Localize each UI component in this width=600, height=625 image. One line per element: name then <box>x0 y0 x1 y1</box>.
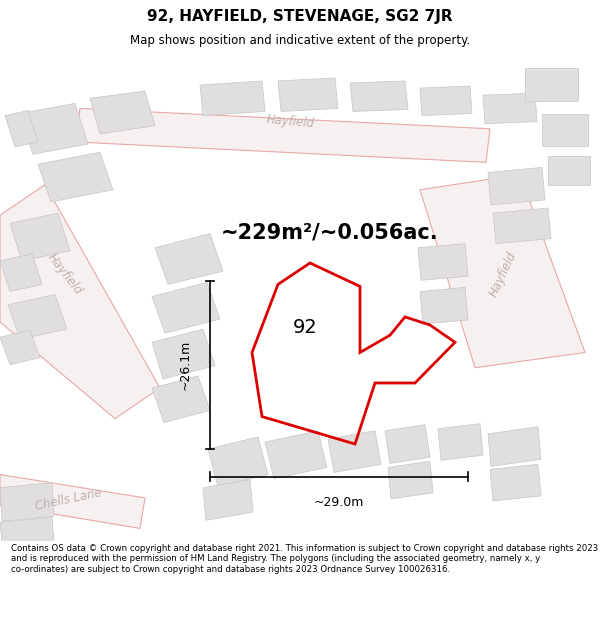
Polygon shape <box>208 437 268 487</box>
Text: Chells Lane: Chells Lane <box>34 486 103 513</box>
Polygon shape <box>548 156 590 185</box>
Polygon shape <box>0 330 40 365</box>
Polygon shape <box>0 482 54 521</box>
Text: Hayfield: Hayfield <box>45 251 85 298</box>
Polygon shape <box>490 464 541 501</box>
Text: Map shows position and indicative extent of the property.: Map shows position and indicative extent… <box>130 34 470 48</box>
Text: 92, HAYFIELD, STEVENAGE, SG2 7JR: 92, HAYFIELD, STEVENAGE, SG2 7JR <box>147 9 453 24</box>
Polygon shape <box>200 81 265 116</box>
Polygon shape <box>38 152 113 202</box>
Polygon shape <box>76 108 490 162</box>
Polygon shape <box>350 81 408 111</box>
Polygon shape <box>0 474 145 528</box>
Polygon shape <box>90 91 155 134</box>
Polygon shape <box>483 93 537 124</box>
Polygon shape <box>265 431 327 479</box>
Polygon shape <box>385 425 430 463</box>
Text: ~26.1m: ~26.1m <box>179 339 191 390</box>
Polygon shape <box>493 208 551 244</box>
Polygon shape <box>152 376 210 423</box>
Polygon shape <box>20 103 88 154</box>
Text: Hayfield: Hayfield <box>265 113 315 130</box>
Polygon shape <box>10 213 70 261</box>
Polygon shape <box>0 185 160 419</box>
Polygon shape <box>5 111 38 147</box>
Text: Contains OS data © Crown copyright and database right 2021. This information is : Contains OS data © Crown copyright and d… <box>11 544 598 574</box>
Text: Hayfield: Hayfield <box>487 249 519 299</box>
Polygon shape <box>155 234 223 284</box>
Polygon shape <box>420 86 472 116</box>
Polygon shape <box>0 254 42 291</box>
Polygon shape <box>488 427 541 466</box>
Text: ~29.0m: ~29.0m <box>314 496 364 509</box>
Polygon shape <box>328 431 381 472</box>
Polygon shape <box>488 168 545 205</box>
Polygon shape <box>418 244 468 280</box>
Polygon shape <box>542 114 588 146</box>
Polygon shape <box>8 294 67 339</box>
Text: 92: 92 <box>293 318 317 337</box>
Polygon shape <box>152 282 220 333</box>
Polygon shape <box>388 461 433 499</box>
Polygon shape <box>278 78 338 111</box>
Polygon shape <box>203 479 253 520</box>
Polygon shape <box>420 174 585 368</box>
Polygon shape <box>152 329 215 379</box>
Polygon shape <box>525 68 578 101</box>
Polygon shape <box>0 518 54 542</box>
Polygon shape <box>438 424 483 460</box>
Text: ~229m²/~0.056ac.: ~229m²/~0.056ac. <box>221 222 439 243</box>
Polygon shape <box>420 288 468 324</box>
